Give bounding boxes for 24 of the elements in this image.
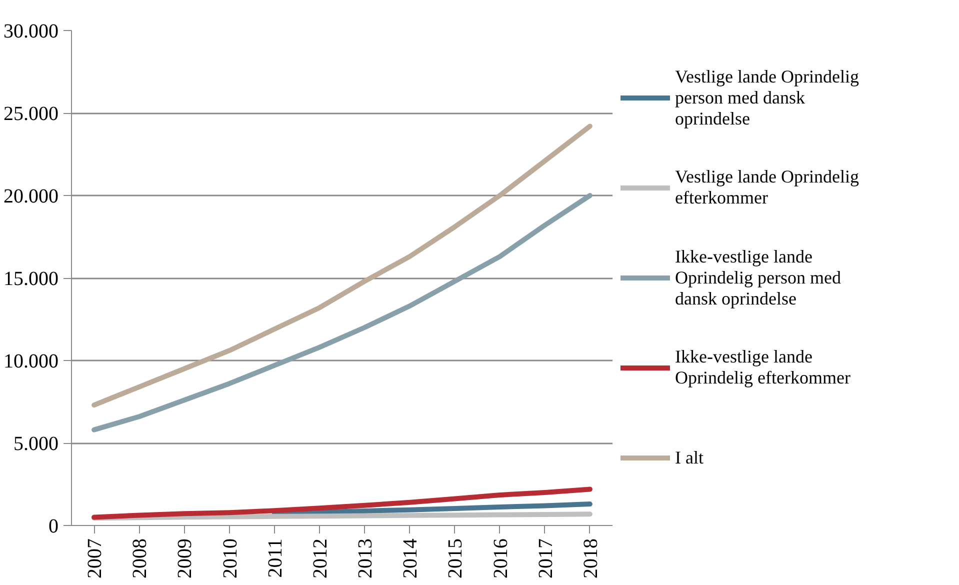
- legend-label: I alt: [675, 446, 704, 469]
- legend-label: Ikke-vestlige lande Oprindelig efterkommer: [675, 346, 850, 390]
- x-tick-label: 2011: [264, 538, 286, 578]
- y-tick-label: 20.000: [4, 186, 58, 208]
- y-tick-label: 30.000: [4, 20, 58, 42]
- y-tick-label: 0: [48, 516, 58, 538]
- y-tick-label: 25.000: [4, 103, 58, 125]
- x-tick-label: 2014: [400, 538, 422, 578]
- x-tick-label: 2018: [580, 538, 602, 578]
- x-tick-label: 2007: [84, 538, 106, 578]
- legend-label: Ikke-vestlige lande Oprindelig person med dansk oprindelse: [675, 245, 841, 310]
- x-tick-label: 2017: [534, 538, 557, 578]
- x-tick-label: 2008: [129, 538, 152, 578]
- x-tick-label: 2010: [219, 538, 242, 578]
- y-tick-label: 5.000: [14, 433, 58, 455]
- x-tick-label: 2009: [174, 538, 196, 578]
- x-tick-label: 2015: [444, 538, 467, 578]
- legend-label: Vestlige lande Oprindelig efterkommer: [675, 166, 859, 210]
- y-tick-label: 10.000: [4, 350, 58, 372]
- x-tick-label: 2016: [490, 538, 512, 578]
- y-tick-label: 15.000: [4, 268, 58, 290]
- x-tick-label: 2013: [354, 538, 377, 578]
- legend-label: Vestlige lande Oprindelig person med dansk oprindelse: [675, 65, 859, 130]
- x-tick-label: 2012: [309, 538, 332, 578]
